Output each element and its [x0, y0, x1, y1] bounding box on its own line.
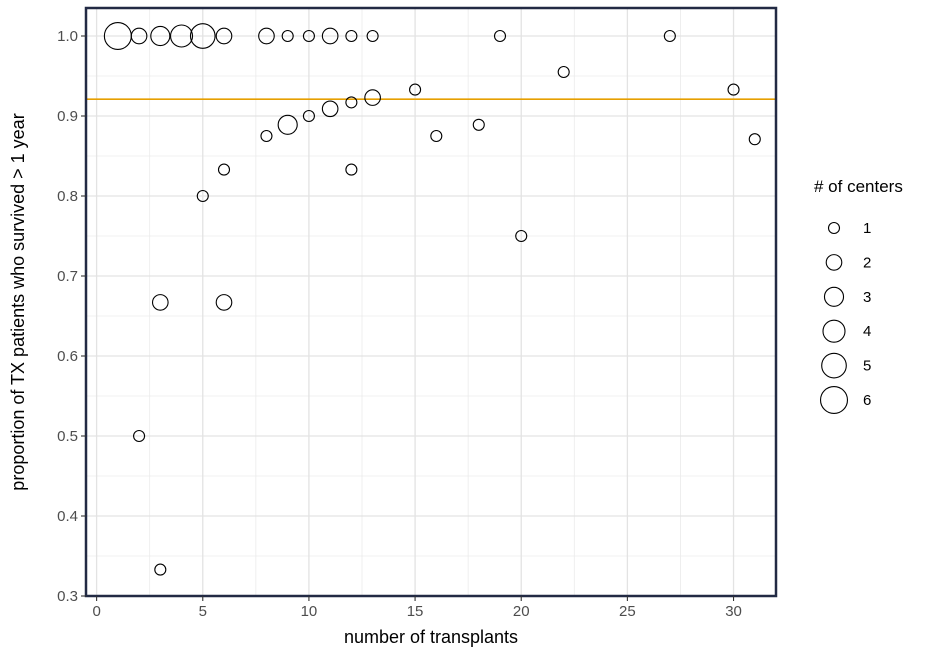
y-tick-label: 1.0 — [57, 28, 78, 45]
data-point — [189, 23, 216, 49]
data-point — [217, 163, 231, 176]
panel-border — [84, 6, 778, 598]
panel-background — [86, 8, 776, 596]
legend-label: 4 — [863, 323, 871, 340]
legend-label: 6 — [863, 392, 871, 409]
legend-key-circle — [827, 221, 841, 235]
data-point — [196, 189, 209, 203]
data-point — [151, 294, 169, 311]
data-point — [321, 100, 339, 118]
data-point — [130, 27, 148, 45]
legend-title: # of centers — [814, 177, 903, 196]
data-point — [169, 24, 194, 48]
data-point — [215, 294, 233, 311]
x-tick-label: 30 — [725, 603, 742, 620]
data-point — [345, 96, 358, 109]
data-point — [345, 29, 358, 43]
data-point — [430, 129, 443, 143]
legend-label: 3 — [863, 289, 871, 306]
x-tick-label: 20 — [513, 603, 530, 620]
legend-items: 1 2 3 4 5 6 — [819, 220, 871, 415]
data-point — [260, 129, 273, 143]
y-tick-label: 0.5 — [57, 428, 78, 445]
y-tick-label: 0.7 — [57, 268, 78, 285]
legend-label: 1 — [863, 220, 871, 237]
y-axis: 0.3 0.4 0.5 0.6 0.7 0.8 0.9 1.0 — [57, 28, 86, 605]
minor-gridlines — [86, 8, 776, 596]
data-point — [727, 83, 740, 96]
data-point — [409, 83, 422, 96]
data-point — [493, 29, 507, 43]
legend-key-circle — [822, 319, 846, 343]
x-tick-label: 5 — [199, 603, 207, 620]
data-point — [302, 29, 315, 43]
data-point — [258, 27, 275, 45]
legend-key-circle — [821, 352, 847, 379]
legend-label: 2 — [863, 254, 871, 271]
data-point — [277, 114, 298, 135]
major-gridlines — [86, 8, 776, 597]
legend-key-circle — [823, 286, 845, 307]
legend-label: 5 — [863, 358, 871, 375]
data-point — [345, 163, 358, 176]
data-points — [103, 21, 761, 576]
data-point — [557, 65, 570, 79]
size-legend: # of centers 1 2 3 4 5 6 — [814, 177, 903, 415]
legend-key-circle — [819, 385, 849, 415]
y-tick-label: 0.9 — [57, 108, 78, 125]
x-tick-label: 0 — [92, 603, 100, 620]
y-tick-label: 0.3 — [57, 588, 78, 605]
data-point — [281, 29, 294, 43]
y-tick-label: 0.4 — [57, 508, 78, 525]
data-point — [321, 27, 339, 45]
plot-panel — [84, 6, 778, 598]
data-point — [748, 133, 761, 146]
data-point — [663, 29, 676, 43]
x-axis-title: number of transplants — [344, 627, 518, 647]
data-point — [150, 25, 171, 47]
data-point — [154, 563, 167, 576]
data-point — [472, 118, 485, 131]
y-tick-label: 0.6 — [57, 348, 78, 365]
data-point — [515, 229, 528, 243]
data-point — [366, 29, 379, 43]
x-tick-label: 15 — [407, 603, 424, 620]
data-point — [215, 27, 233, 45]
legend-key-circle — [825, 254, 843, 271]
y-tick-label: 0.8 — [57, 188, 78, 205]
data-point — [133, 429, 146, 443]
y-axis-title: proportion of TX patients who survived >… — [8, 113, 28, 490]
x-tick-label: 25 — [619, 603, 636, 620]
x-tick-label: 10 — [301, 603, 318, 620]
data-point — [364, 89, 381, 106]
x-axis: 0 5 10 15 20 25 30 — [92, 596, 742, 620]
data-point — [302, 109, 315, 123]
